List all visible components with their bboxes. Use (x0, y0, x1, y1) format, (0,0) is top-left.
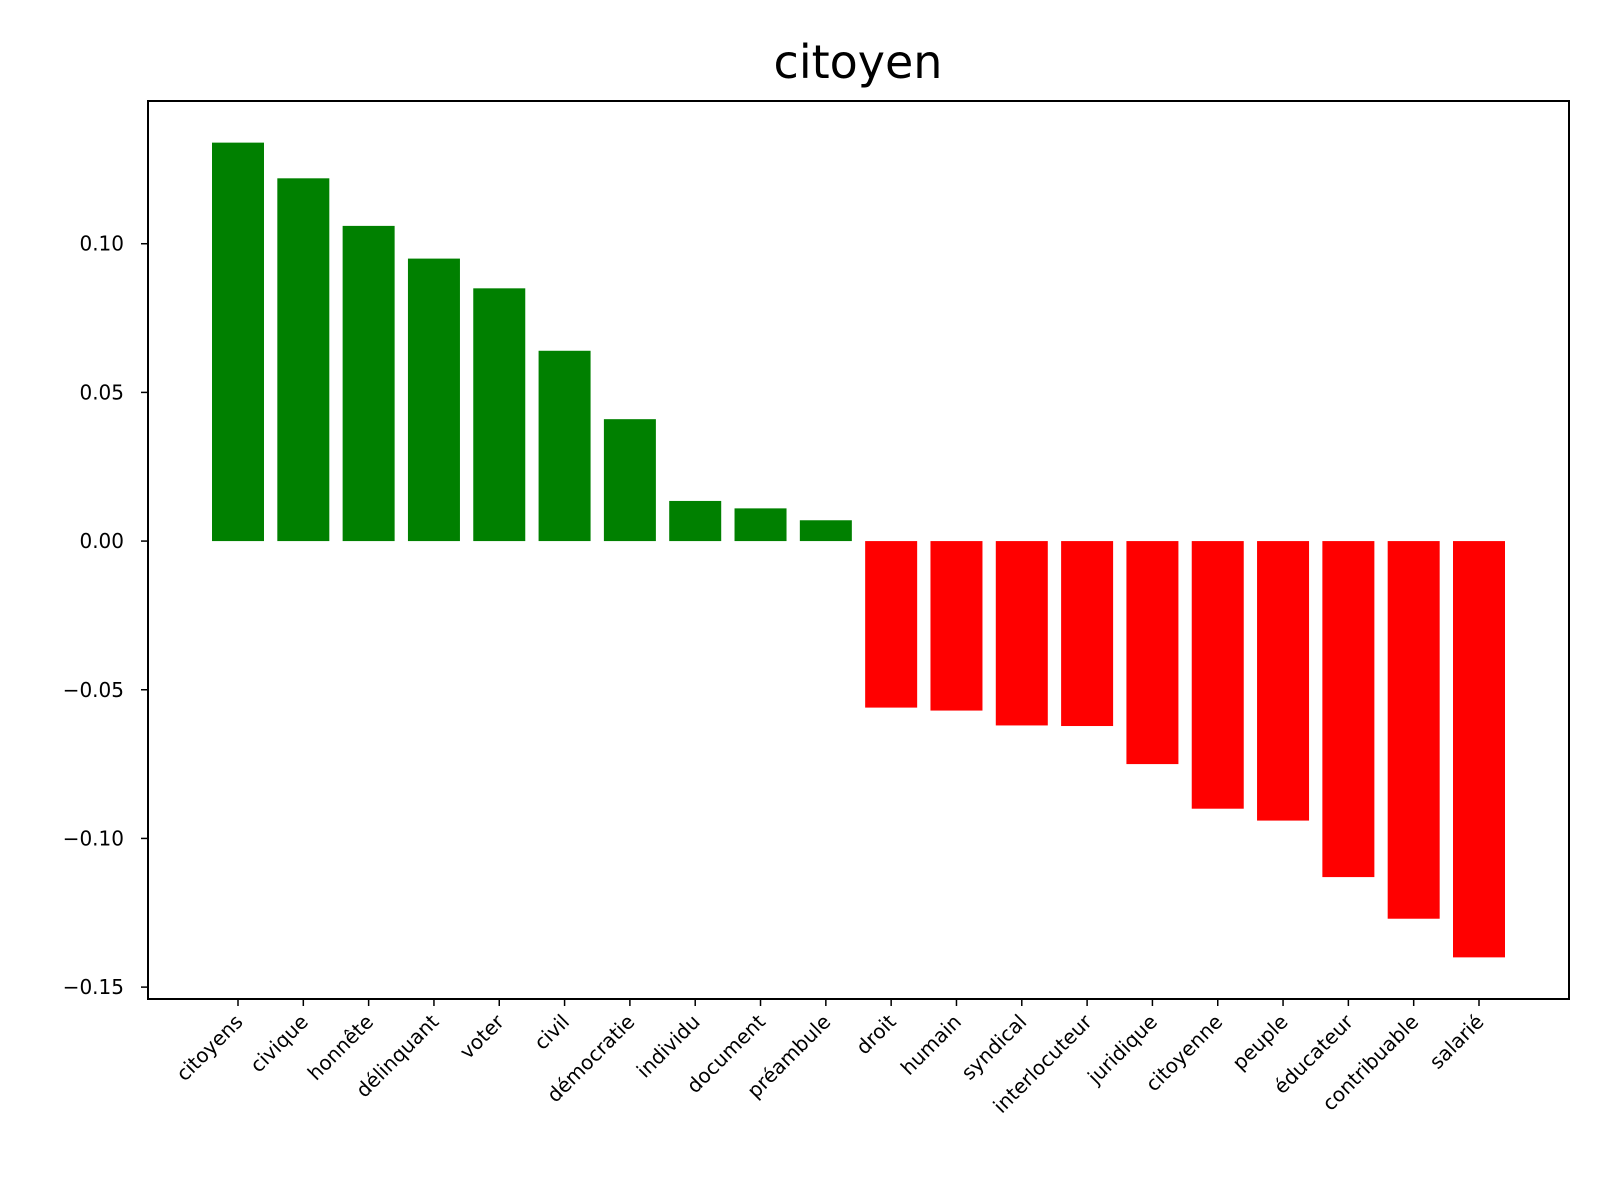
y-tick-label-5: 0.10 (79, 232, 124, 256)
bar-11 (930, 541, 983, 711)
bar-4 (473, 288, 526, 542)
chart-title: citoyen (774, 35, 943, 89)
y-tick-label-0: −0.15 (63, 975, 124, 999)
x-tick-label-19: salarié (1424, 1010, 1488, 1074)
bar-5 (538, 350, 591, 542)
x-tick-label-4: voter (455, 1009, 510, 1064)
y-tick-label-3: 0.00 (79, 529, 124, 553)
bar-14 (1126, 541, 1179, 765)
bar-0 (212, 142, 264, 542)
bar-13 (1061, 541, 1114, 727)
bar-15 (1191, 541, 1244, 809)
plot-frame (147, 100, 1570, 1000)
bar-3 (407, 258, 460, 542)
bars-group (212, 142, 1505, 958)
bar-7 (669, 500, 722, 542)
y-tick-label-2: −0.05 (63, 678, 124, 702)
bar-19 (1453, 541, 1505, 958)
x-tick-label-10: droit (851, 1009, 901, 1059)
bar-16 (1257, 541, 1310, 821)
bar-18 (1387, 541, 1440, 919)
x-tick-label-5: civil (529, 1010, 574, 1055)
bar-6 (603, 419, 656, 542)
x-tick-label-0: citoyens (171, 1010, 247, 1086)
bar-8 (734, 508, 787, 542)
bar-17 (1322, 541, 1375, 878)
y-axis: −0.15 −0.10 −0.05 0.00 0.05 0.10 (63, 232, 148, 999)
y-tick-label-4: 0.05 (79, 380, 124, 404)
x-tick-label-16: peuple (1227, 1010, 1292, 1075)
bar-1 (277, 178, 330, 542)
bar-12 (995, 541, 1048, 726)
bar-9 (799, 520, 852, 542)
bar-2 (342, 225, 395, 542)
y-tick-label-1: −0.10 (63, 826, 124, 850)
bar-10 (865, 541, 918, 708)
x-tick-label-11: humain (896, 1010, 966, 1080)
